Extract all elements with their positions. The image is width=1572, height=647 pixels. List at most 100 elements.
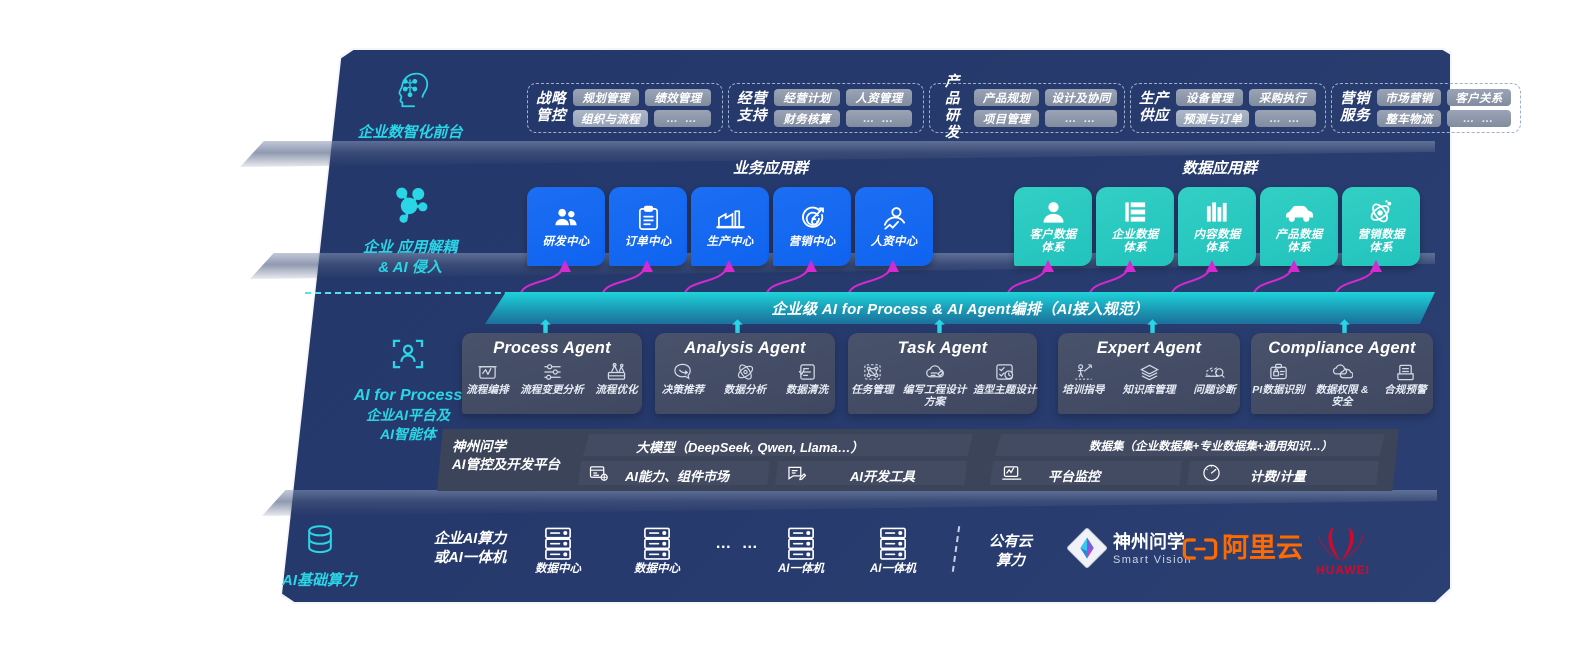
agent-feature[interactable]: 编写工程设计方案 (899, 361, 971, 408)
molecule-icon (320, 183, 500, 232)
agent-name: Expert Agent (1096, 339, 1202, 357)
chip[interactable]: 设计及协同 (1045, 89, 1117, 106)
agent-feature[interactable]: 合规预警 (1378, 361, 1433, 397)
chip-more[interactable]: … … (1447, 110, 1511, 127)
person-chart-icon (881, 205, 908, 233)
sliders-icon (542, 361, 563, 383)
app-card-production-center[interactable]: 生产中心 (691, 187, 769, 266)
chip[interactable]: 人资管理 (846, 89, 912, 106)
chip[interactable]: 产品规划 (974, 89, 1039, 106)
chip[interactable]: 绩效管理 (645, 89, 711, 106)
rail-app-decoupling: 企业 应用解耦 & AI 侵入 (320, 183, 500, 278)
feature-label: 数据权限 & 安全 (1315, 384, 1369, 408)
app-card-order-center[interactable]: 订单中心 (609, 187, 687, 266)
data-card-marketing[interactable]: 营销数据 体系 (1342, 187, 1420, 266)
monitor-icon (1002, 465, 1022, 487)
server-icon (642, 526, 673, 565)
top-group-1[interactable]: 经营 支持 经营计划 人资管理 财务核算 … … (728, 83, 924, 133)
data-card-product[interactable]: 产品数据 体系 (1260, 187, 1338, 266)
chip-more[interactable]: … … (846, 110, 912, 127)
agent-feature[interactable]: 问题诊断 (1189, 361, 1240, 397)
agent-name: Analysis Agent (684, 339, 806, 357)
chip[interactable]: 规划管理 (573, 89, 639, 106)
platform-llm-box[interactable] (583, 434, 973, 456)
agent-feature[interactable]: 数据清洗 (782, 361, 832, 397)
chip[interactable]: 项目管理 (974, 110, 1039, 127)
public-cloud-label: 公有云 算力 (988, 534, 1033, 569)
dev-tool-icon (787, 465, 807, 487)
agent-feature[interactable]: 造型主题设计 (973, 361, 1037, 397)
chip[interactable]: 市场营销 (1377, 89, 1441, 106)
data-card-customer[interactable]: 客户数据 体系 (1014, 187, 1092, 266)
chip[interactable]: 预测与订单 (1176, 110, 1249, 127)
huawei-logo-text: HUAWEI (1316, 563, 1370, 577)
agent-feature[interactable]: 任务管理 (848, 361, 897, 397)
rail-label-line2: 企业AI平台及 AI智能体 (366, 407, 450, 442)
chip[interactable]: 客户关系 (1447, 89, 1511, 106)
group-title: 生产 供应 (1139, 91, 1169, 124)
platform-billing-label: 计费/计量 (1250, 469, 1306, 484)
chip[interactable]: 经营计划 (774, 89, 840, 106)
agent-card-process[interactable]: Process Agent 流程编排 流程变更分析 (462, 333, 642, 414)
chip[interactable]: 采购执行 (1249, 89, 1316, 106)
agent-feature[interactable]: 知识库管理 (1119, 361, 1180, 397)
server-icon (786, 526, 817, 565)
infra-node-label: AI一体机 (778, 563, 824, 575)
agent-feature[interactable]: 培训指导 (1058, 361, 1109, 397)
feature-label: 流程编排 (466, 384, 509, 396)
agent-feature[interactable]: 流程编排 (462, 361, 513, 397)
platform-dev-tool-box[interactable] (775, 461, 967, 485)
platform-monitor-box[interactable] (990, 461, 1182, 485)
chip-more[interactable]: … … (654, 110, 711, 127)
agent-feature[interactable]: 流程变更分析 (519, 361, 585, 397)
agent-feature[interactable]: 数据权限 & 安全 (1314, 361, 1370, 408)
chip[interactable]: 财务核算 (774, 110, 840, 127)
top-group-3[interactable]: 生产 供应 设备管理 采购执行 预测与订单 … … (1130, 83, 1326, 133)
feature-label: 流程变更分析 (520, 384, 584, 396)
user-icon (1041, 198, 1066, 226)
chip[interactable]: 整车物流 (1377, 110, 1441, 127)
chip[interactable]: 设备管理 (1176, 89, 1243, 106)
rail-front-office: 企业数智化前台 (315, 66, 505, 143)
app-card-label: 生产中心 (706, 235, 754, 248)
app-card-marketing-center[interactable]: 营销中心 (773, 187, 851, 266)
platform-brand-line2: AI管控及开发平台 (452, 457, 560, 472)
feature-label: 数据清洗 (785, 384, 829, 396)
feature-label: 培训指导 (1062, 384, 1105, 396)
app-card-hr-center[interactable]: 人资中心 (855, 187, 933, 266)
app-card-rd-center[interactable]: 研发中心 (527, 187, 605, 266)
agent-card-task[interactable]: Task Agent 任务管理 (848, 333, 1037, 414)
agent-feature[interactable]: PI数据识别 (1251, 361, 1306, 397)
data-card-enterprise[interactable]: 企业数据 体系 (1096, 187, 1174, 266)
agent-card-compliance[interactable]: Compliance Agent PI数据识别 (1251, 333, 1433, 414)
agent-feature[interactable]: 流程优化 (591, 361, 642, 397)
infra-node-label: 数据中心 (535, 563, 581, 575)
training-icon (1073, 361, 1094, 383)
agent-feature[interactable]: 数据分析 (720, 361, 770, 397)
agent-card-analysis[interactable]: Analysis Agent 决策推荐 (655, 333, 835, 414)
business-apps-title: 业务应用群 (733, 160, 809, 177)
top-group-0[interactable]: 战略 管控 规划管理 绩效管理 组织与流程 … … (527, 83, 723, 133)
top-group-4[interactable]: 营销 服务 市场营销 客户关系 整车物流 … … (1331, 83, 1521, 133)
data-card-content[interactable]: 内容数据 体系 (1178, 187, 1256, 266)
rail-ai-for-process: AI for Process 企业AI平台及 AI智能体 (318, 333, 498, 444)
cloud-doc-icon (924, 361, 946, 383)
feature-label: 造型主题设计 (972, 384, 1037, 396)
group-title: 营销 服务 (1340, 91, 1370, 124)
feature-label: 数据分析 (723, 384, 767, 396)
platform-dataset-box[interactable] (995, 434, 1385, 456)
factory-icon (715, 205, 745, 233)
agent-feature[interactable]: 决策推荐 (658, 361, 708, 397)
chip-more[interactable]: … … (1045, 110, 1117, 127)
brain-head-icon (315, 66, 505, 117)
feature-label: 问题诊断 (1193, 384, 1236, 396)
data-apps-title: 数据应用群 (1182, 160, 1258, 177)
chip[interactable]: 组织与流程 (573, 110, 648, 127)
top-group-2[interactable]: 产品 研发 产品规划 设计及协同 项目管理 … … (929, 74, 1125, 141)
chip-more[interactable]: … … (1255, 110, 1316, 127)
platform-component-market-label: AI能力、组件市场 (625, 469, 730, 484)
shenzhou-logo-text: 神州问学 Smart Vision (1113, 532, 1192, 567)
ai-orchestration-banner: 企业级 AI for Process & AI Agent编排（AI接入规范） (485, 292, 1435, 324)
agent-card-expert[interactable]: Expert Agent 培训指导 (1058, 333, 1240, 414)
platform-component-market-box[interactable] (578, 461, 770, 485)
